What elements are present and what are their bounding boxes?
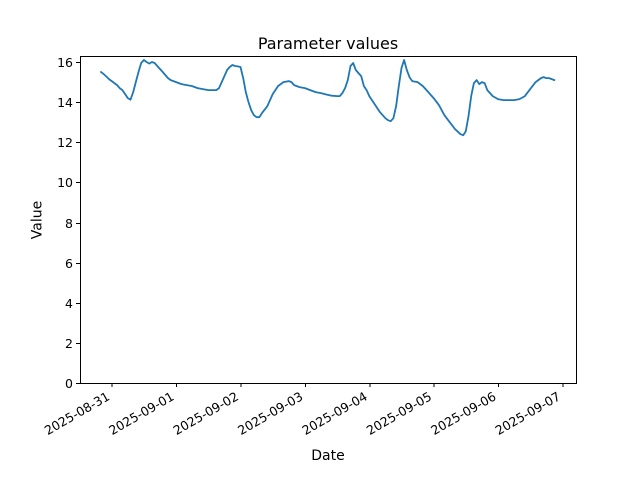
x-tick-label: 2025-08-31 [42, 389, 112, 438]
x-tick-label: 2025-09-05 [364, 389, 434, 438]
y-tick-label: 8 [65, 216, 73, 231]
x-tick-label: 2025-09-01 [106, 389, 176, 438]
x-axis-label: Date [311, 448, 345, 464]
x-tick-label: 2025-09-07 [493, 389, 563, 438]
y-tick-label: 6 [65, 256, 73, 271]
x-tick-label: 2025-09-02 [171, 389, 241, 438]
x-tick-label: 2025-09-03 [235, 389, 305, 438]
x-tick-label: 2025-09-06 [428, 389, 498, 438]
y-tick-label: 14 [57, 95, 73, 110]
axes-box [80, 56, 577, 384]
data-line-series [100, 59, 556, 137]
x-tick-label: 2025-09-04 [299, 389, 369, 438]
y-tick-label: 12 [57, 135, 73, 150]
y-tick-label: 0 [65, 376, 73, 391]
y-tick-label: 2 [65, 336, 73, 351]
chart-title: Parameter values [257, 34, 399, 53]
y-tick-label: 10 [57, 175, 73, 190]
y-tick-label: 4 [65, 296, 73, 311]
y-tick-label: 16 [57, 55, 73, 70]
